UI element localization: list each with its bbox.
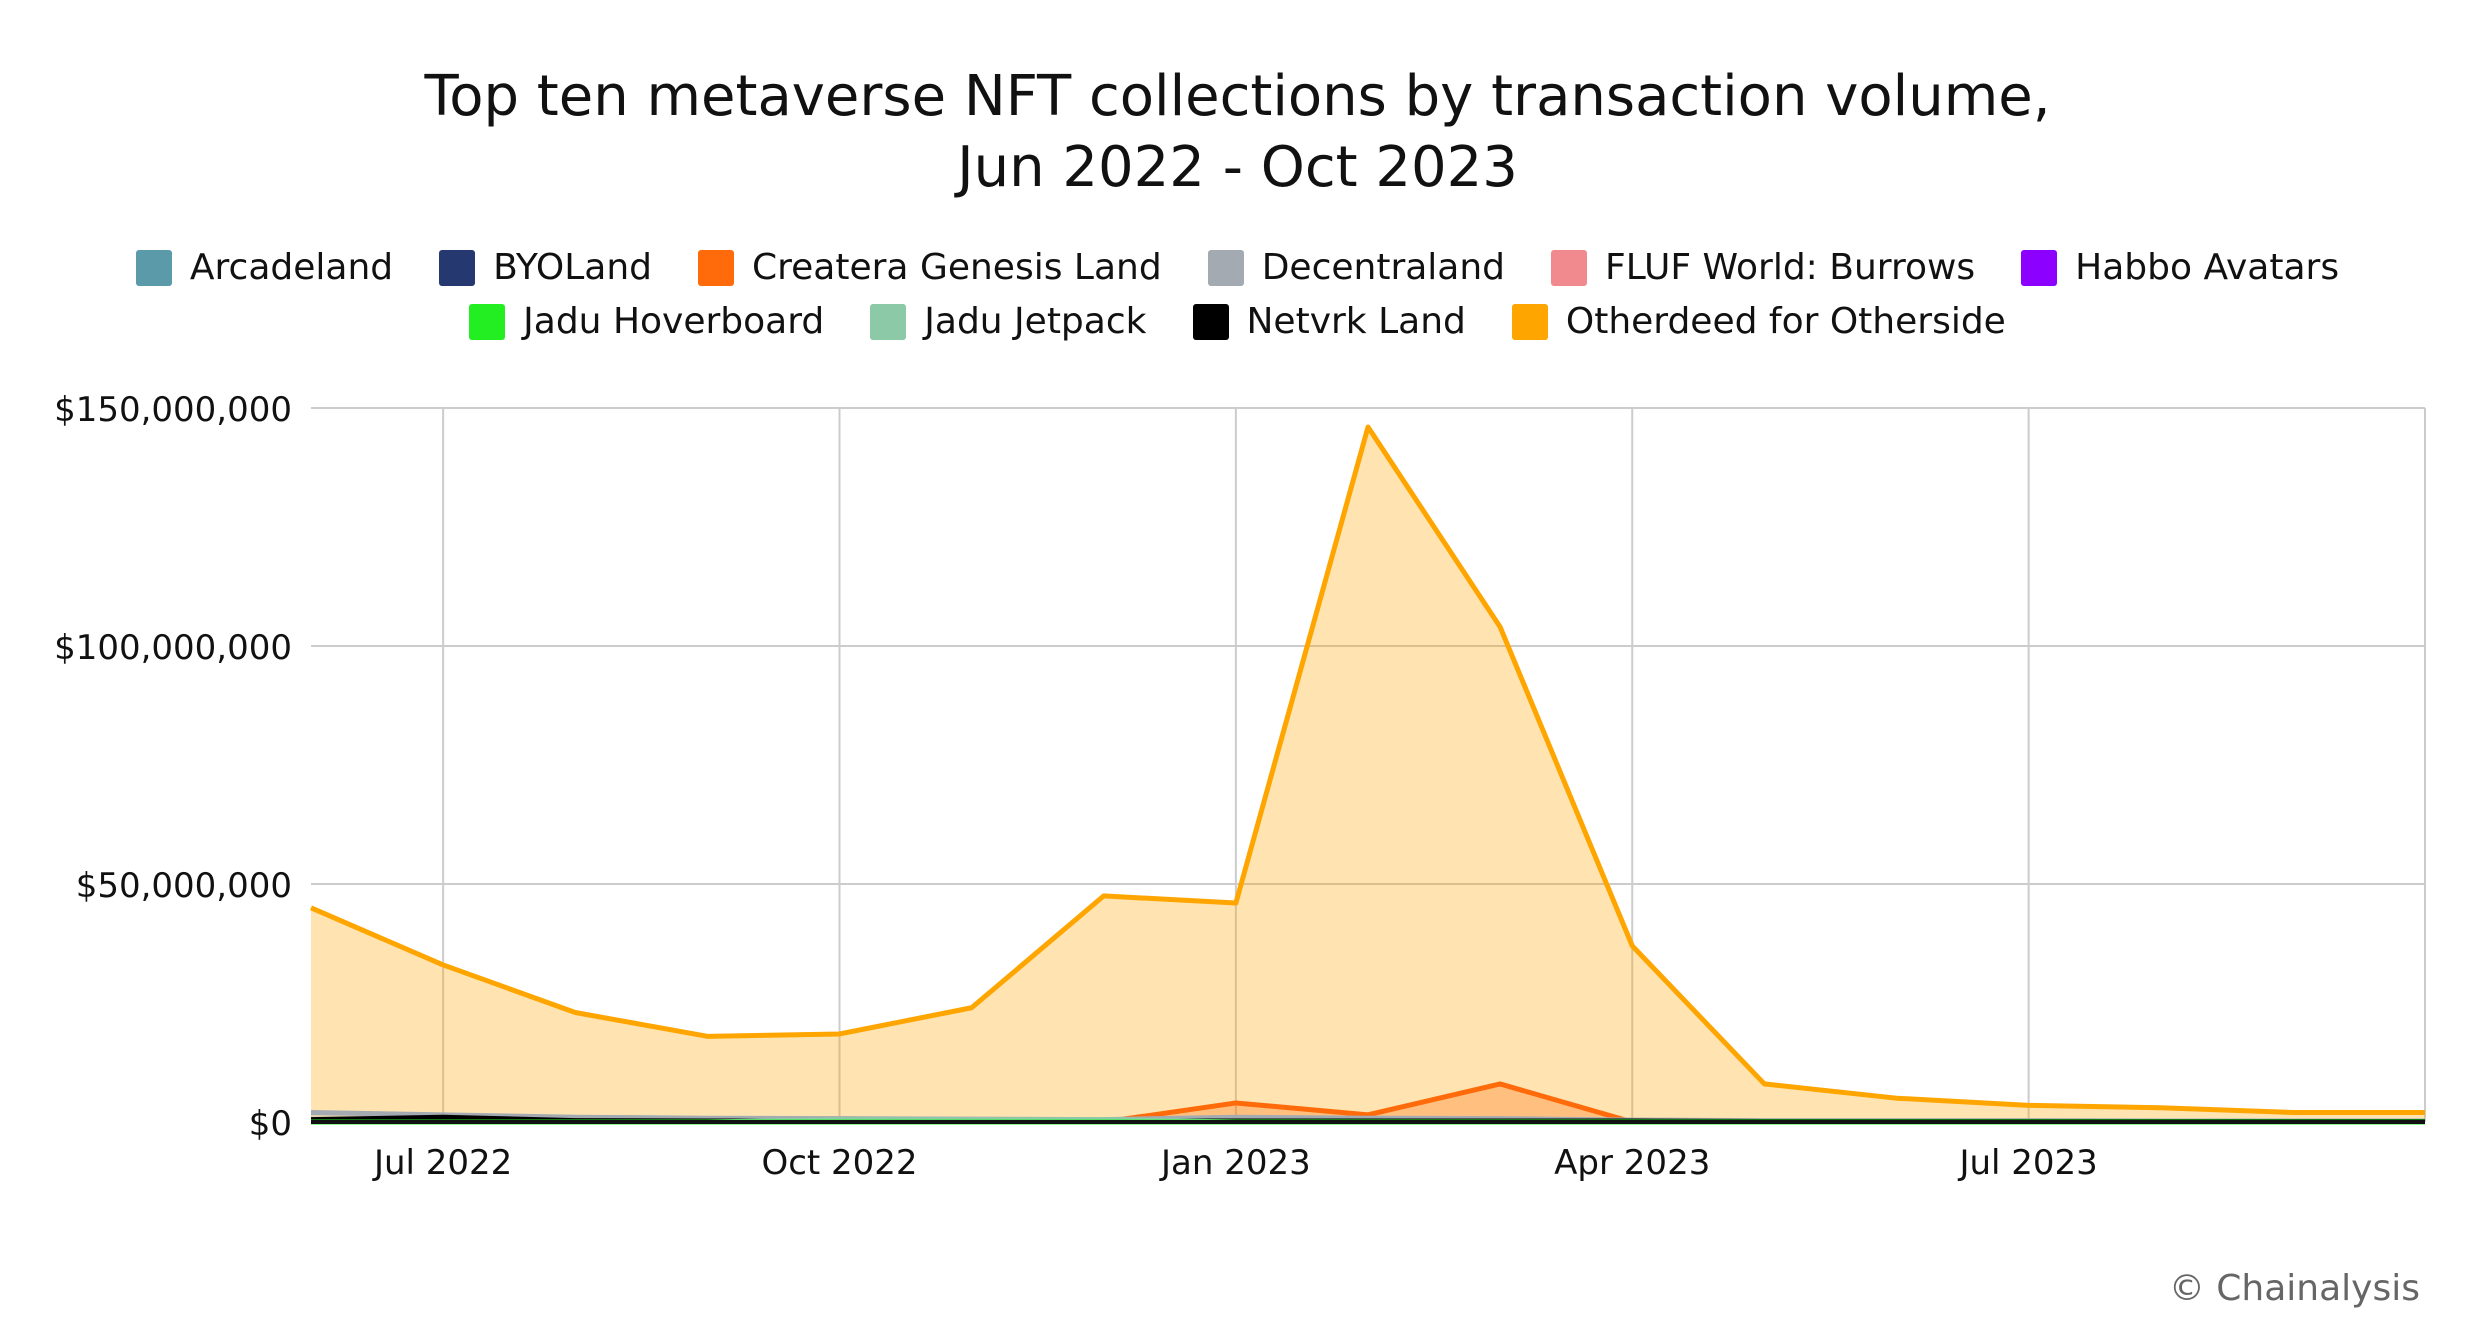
chart-title-line-1: Top ten metaverse NFT collections by tra… (424, 64, 2051, 129)
legend-label: Jadu Jetpack (924, 301, 1147, 342)
legend-label: Netvrk Land (1246, 301, 1466, 342)
chart-title-line-2: Jun 2022 - Oct 2023 (957, 135, 1518, 200)
legend-item: Arcadeland (135, 247, 394, 288)
x-tick-label: Jul 2023 (1957, 1143, 2097, 1183)
x-tick-label: Apr 2023 (1554, 1143, 1710, 1183)
legend-swatch (698, 250, 735, 286)
x-tick-label: Oct 2022 (761, 1143, 917, 1183)
legend-label: FLUF World: Burrows (1605, 247, 1976, 288)
legend-swatch (439, 250, 476, 286)
legend-label: Arcadeland (189, 247, 394, 288)
legend-label: BYOLand (493, 247, 653, 288)
legend-item: Createra Genesis Land (698, 248, 1162, 288)
legend-item: Netvrk Land (1192, 301, 1466, 342)
legend-swatch (870, 304, 907, 340)
legend-item: FLUF World: Burrows (1551, 248, 1975, 288)
series-line (310, 424, 2425, 1115)
legend-swatch (2021, 250, 2058, 286)
y-tick-label: $150,000,000 (54, 390, 292, 430)
legend-label: Habbo Avatars (2075, 247, 2340, 288)
legend-item: Jadu Jetpack (870, 301, 1147, 342)
legend-swatch (1207, 250, 1244, 286)
legend-swatch (1511, 304, 1548, 340)
legend-item: Decentraland (1207, 247, 1506, 288)
legend-label: Decentraland (1261, 247, 1506, 288)
series-area (311, 427, 2425, 1122)
legend-label: Createra Genesis Land (752, 247, 1162, 288)
legend-item: Habbo Avatars (2021, 248, 2339, 288)
legend-swatch (469, 304, 506, 340)
legend-swatch (135, 250, 172, 286)
y-tick-label: $100,000,000 (54, 628, 292, 668)
y-tick-label: $0 (249, 1104, 292, 1144)
y-tick-label: $50,000,000 (76, 866, 292, 906)
x-tick-label: Jan 2023 (1159, 1143, 1311, 1183)
x-tick-label: Jul 2022 (372, 1143, 512, 1183)
legend-row-1: Arcadeland BYOLand Createra Genesis Land De… (0, 248, 2475, 288)
legend-row-2: Jadu Hoverboard Jadu Jetpack Netvrk Land Ot… (0, 302, 2475, 342)
legend-label: Jadu Hoverboard (523, 301, 825, 342)
legend-swatch (1192, 304, 1229, 340)
chainalysis-credit: © Chainalysis (2168, 1268, 2420, 1309)
legend-item: Otherdeed for Otherside (1511, 301, 2006, 342)
legend-label: Otherdeed for Otherside (1565, 301, 2006, 342)
legend-item: BYOLand (439, 248, 652, 288)
legend-item: Jadu Hoverboard (469, 302, 824, 342)
legend-swatch (1551, 250, 1588, 286)
